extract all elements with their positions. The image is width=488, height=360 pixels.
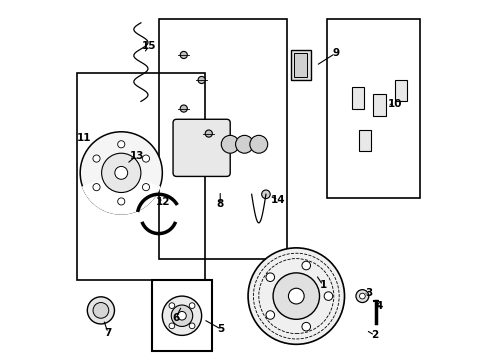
Circle shape (301, 261, 310, 270)
Circle shape (288, 288, 304, 304)
Circle shape (189, 303, 195, 309)
Text: 10: 10 (387, 99, 402, 109)
Circle shape (180, 51, 187, 59)
Text: 8: 8 (216, 199, 224, 209)
Circle shape (102, 153, 141, 193)
Bar (358, 130, 370, 152)
Bar (372, 94, 385, 116)
Circle shape (93, 155, 100, 162)
Circle shape (169, 323, 174, 329)
Bar (151, 280, 212, 351)
Circle shape (142, 155, 149, 162)
Circle shape (249, 135, 267, 153)
Bar (293, 53, 307, 77)
Circle shape (355, 290, 368, 302)
Text: 1: 1 (319, 280, 326, 291)
Text: 3: 3 (365, 288, 372, 298)
Text: 11: 11 (77, 133, 92, 143)
Bar (290, 50, 310, 80)
Text: 13: 13 (129, 151, 143, 161)
Text: 7: 7 (104, 328, 111, 338)
Circle shape (324, 292, 332, 300)
Circle shape (162, 296, 201, 336)
Circle shape (115, 166, 127, 179)
Circle shape (235, 135, 253, 153)
Circle shape (261, 190, 270, 199)
Circle shape (205, 130, 212, 137)
Circle shape (80, 132, 162, 214)
Text: 14: 14 (270, 195, 285, 204)
Text: 4: 4 (375, 301, 383, 311)
Circle shape (93, 184, 100, 191)
Text: 9: 9 (331, 48, 339, 58)
Text: 2: 2 (370, 330, 378, 341)
Bar (394, 80, 406, 102)
Circle shape (265, 311, 274, 319)
Circle shape (171, 305, 192, 327)
Text: 15: 15 (142, 41, 156, 51)
Circle shape (189, 323, 195, 329)
Circle shape (93, 302, 108, 318)
Circle shape (272, 273, 319, 319)
Circle shape (359, 293, 365, 299)
FancyBboxPatch shape (173, 119, 230, 176)
Circle shape (301, 323, 310, 331)
Text: 12: 12 (156, 197, 170, 207)
Circle shape (87, 297, 114, 324)
Text: 6: 6 (172, 312, 179, 323)
Text: 5: 5 (217, 324, 224, 334)
Circle shape (198, 76, 205, 84)
Circle shape (169, 303, 174, 309)
Wedge shape (82, 173, 160, 214)
Bar (326, 19, 419, 198)
Circle shape (118, 198, 124, 205)
Circle shape (221, 135, 239, 153)
Circle shape (247, 248, 344, 344)
Bar (159, 19, 287, 258)
Circle shape (265, 273, 274, 282)
Bar (351, 87, 364, 109)
Circle shape (177, 311, 186, 320)
Circle shape (180, 105, 187, 112)
Circle shape (142, 184, 149, 191)
Circle shape (118, 141, 124, 148)
Bar (77, 73, 205, 280)
